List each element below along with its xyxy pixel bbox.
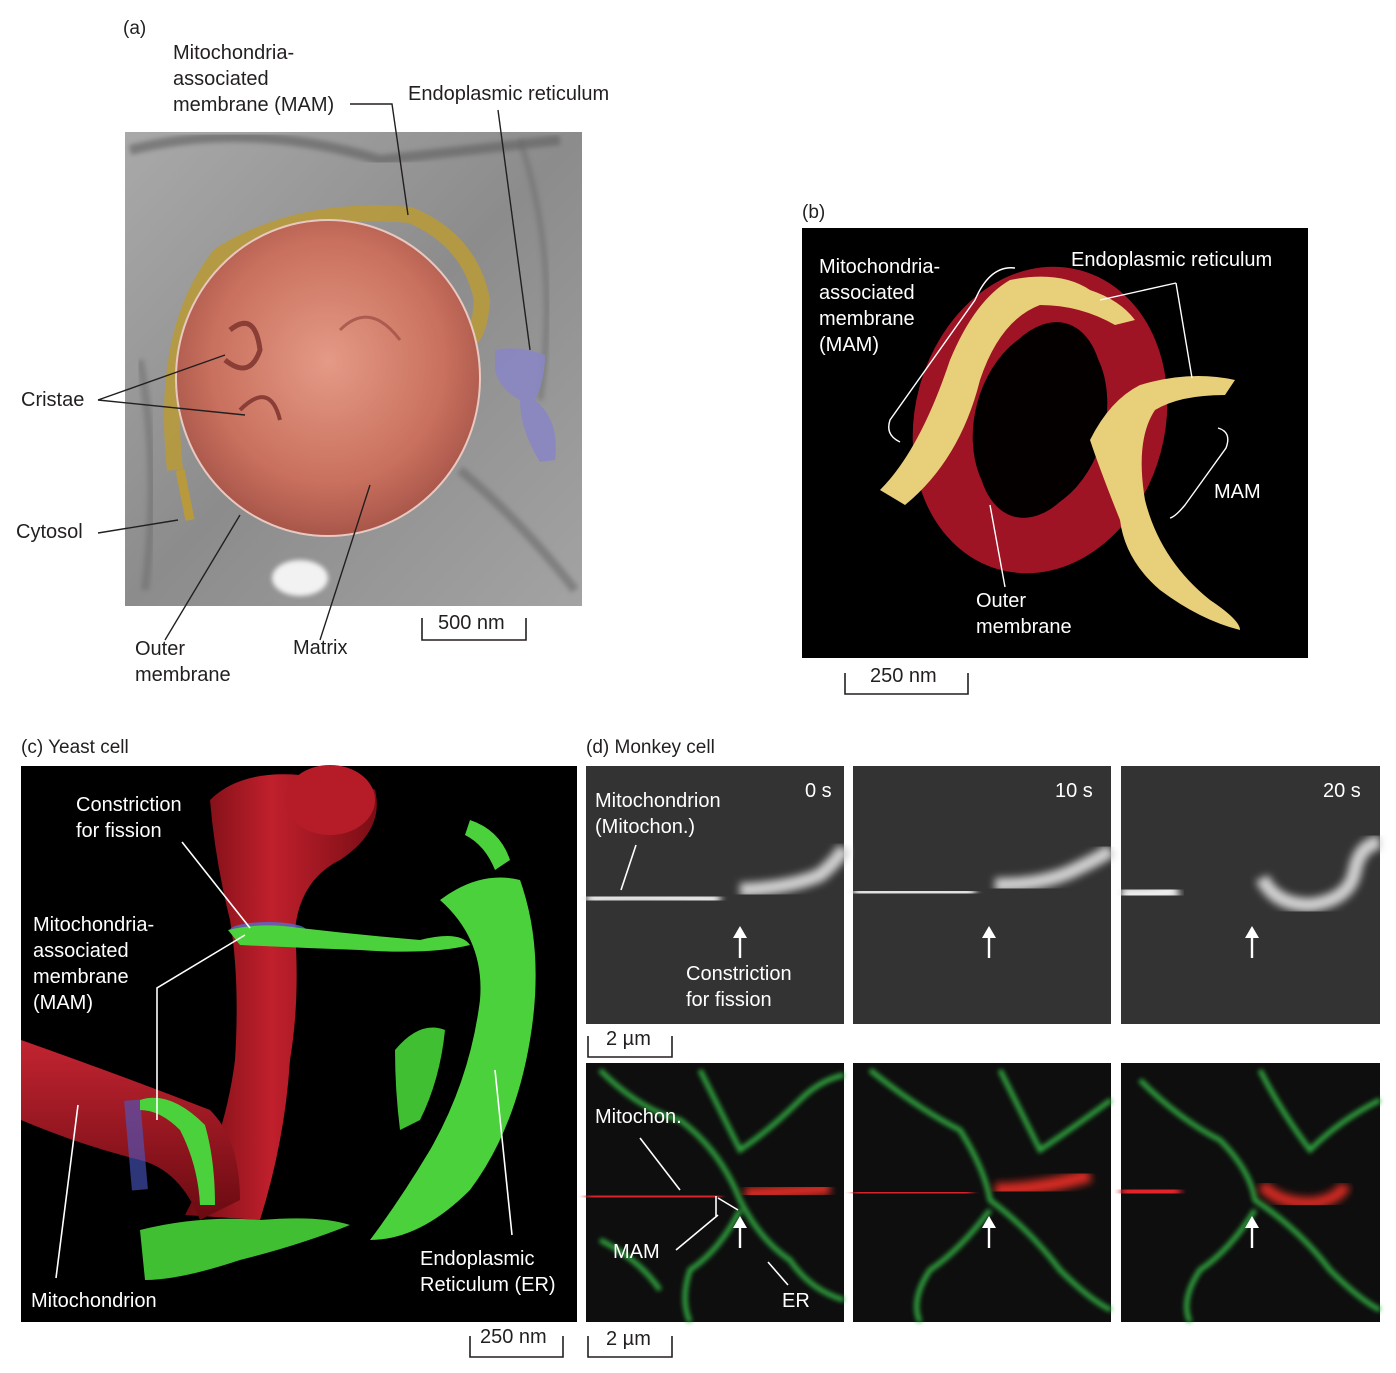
label-c-er: Endoplasmic Reticulum (ER) xyxy=(420,1248,556,1296)
panel-d-top-row xyxy=(585,766,1382,1024)
panel-a-leader-lines xyxy=(97,103,531,641)
label-a-matrix: Matrix xyxy=(293,637,348,659)
label-b-mam: MAM xyxy=(1214,481,1261,503)
fission-arrows-bottom xyxy=(733,1216,1259,1248)
panel-b-tag: (b) xyxy=(802,202,826,223)
time-label-2: 20 s xyxy=(1323,780,1361,802)
em-micrograph xyxy=(125,132,582,606)
scale-label-a: 500 nm xyxy=(438,612,505,634)
label-b-mam-long: Mitochondria- associated membrane (MAM) xyxy=(819,256,941,356)
panel-c-render xyxy=(21,765,577,1322)
time-label-1: 10 s xyxy=(1055,780,1093,802)
scale-bar-b xyxy=(844,673,969,695)
label-c-constriction: Constriction for fission xyxy=(76,794,182,842)
scale-label-b: 250 nm xyxy=(870,665,937,687)
label-d-mitochon: Mitochon. xyxy=(595,1106,682,1128)
scale-bar-a xyxy=(421,618,527,641)
label-d-constriction: Constriction for fission xyxy=(686,963,792,1011)
time-label-0: 0 s xyxy=(805,780,832,802)
panel-c-tag: (c) Yeast cell xyxy=(21,737,129,758)
label-d-mam: MAM xyxy=(613,1241,660,1263)
scale-label-d-bottom: 2 µm xyxy=(606,1328,651,1350)
scale-bar-c xyxy=(469,1336,564,1358)
panel-d-bottom-row xyxy=(585,1063,1382,1324)
scale-bar-d-top xyxy=(587,1036,673,1058)
scale-label-c: 250 nm xyxy=(480,1326,547,1348)
label-d-mitochondrion: Mitochondrion (Mitochon.) xyxy=(595,790,721,838)
label-b-er: Endoplasmic reticulum xyxy=(1071,249,1273,271)
label-d-er: ER xyxy=(782,1290,810,1312)
label-a-outer-membrane: Outer membrane xyxy=(135,638,231,686)
label-a-cristae: Cristae xyxy=(21,389,85,411)
label-a-er: Endoplasmic reticulum xyxy=(408,83,610,105)
label-a-mam: Mitochondria- associated membrane (MAM) xyxy=(173,42,335,116)
panel-a-tag: (a) xyxy=(123,18,147,39)
scale-bar-d-bottom xyxy=(587,1336,673,1358)
panel-b-render xyxy=(802,228,1308,658)
label-c-mitochondrion: Mitochondrion xyxy=(31,1290,157,1312)
panel-c-leader-lines xyxy=(55,841,513,1279)
scale-label-d-top: 2 µm xyxy=(606,1028,651,1050)
fission-arrows-top xyxy=(733,926,1259,958)
label-a-cytosol: Cytosol xyxy=(16,521,83,543)
panel-d-top-leaders xyxy=(620,844,637,891)
label-b-outer-membrane: Outer membrane xyxy=(976,590,1072,638)
panel-b-leader-lines xyxy=(888,267,1229,588)
panel-d-bottom-leaders xyxy=(639,1137,789,1286)
label-c-mam: Mitochondria- associated membrane (MAM) xyxy=(33,914,155,1014)
panel-d-tag: (d) Monkey cell xyxy=(586,737,715,758)
